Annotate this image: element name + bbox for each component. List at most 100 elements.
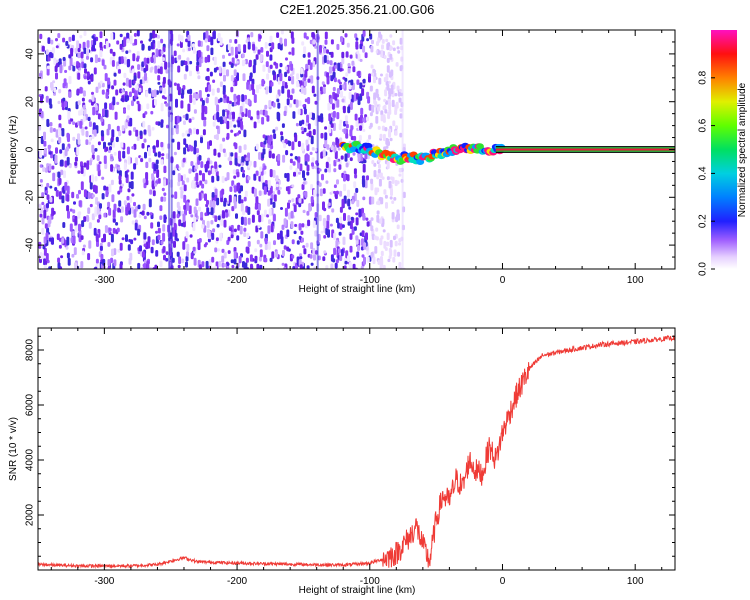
spectrogram-cell — [203, 32, 207, 41]
spectrogram-cell — [279, 37, 283, 45]
spectrogram-cell — [247, 109, 251, 118]
spectrogram-cell — [115, 89, 119, 96]
spectrogram-cell — [372, 256, 376, 265]
spectrogram-cell — [49, 196, 53, 203]
spectrogram-cell — [300, 67, 304, 75]
spectrogram-cell — [243, 144, 247, 151]
spectrogram-cell — [300, 230, 304, 235]
spectrogram-cell — [366, 38, 370, 42]
spectrogram-cell — [396, 180, 400, 185]
spectrogram-cell — [145, 179, 149, 186]
spectrogram-cell — [254, 46, 258, 51]
spectrogram-cell — [243, 129, 247, 138]
spectrogram-cell — [38, 203, 42, 208]
spectrogram-cell — [82, 90, 86, 97]
spectrogram-cell — [183, 120, 186, 125]
spectrogram-cell — [196, 128, 199, 135]
spectrogram-cell — [134, 38, 138, 46]
spectrogram-cell — [147, 147, 151, 157]
spectrogram-cell — [185, 113, 189, 120]
spectrogram-cell — [299, 120, 302, 127]
spectrogram-cell — [131, 146, 135, 150]
spectrogram-cell — [337, 222, 341, 229]
spectrogram-cell — [233, 251, 237, 259]
spectrogram-cell — [352, 66, 356, 73]
spectrogram-cell — [335, 190, 339, 195]
spectrogram-cell — [230, 75, 234, 82]
spectrogram-cell — [112, 51, 116, 57]
spectrogram-cell — [219, 232, 223, 242]
spectrogram-cell — [73, 247, 77, 256]
snr-xlabel: Height of straight line (km) — [299, 585, 416, 596]
spectrogram-cell — [219, 81, 223, 87]
spectrogram-cell — [259, 54, 263, 62]
spectrogram-cell — [310, 196, 314, 203]
spectrogram-cell — [139, 79, 143, 85]
spectrogram-cell — [174, 191, 178, 199]
spectrogram-cell — [360, 107, 364, 115]
spectrogram-cell — [207, 230, 211, 240]
spectrogram-cell — [366, 116, 369, 122]
spectrogram-cell — [357, 96, 361, 106]
spectrogram-cell — [120, 56, 124, 64]
spectrogram-streak — [168, 30, 171, 269]
spectrogram-cell — [136, 51, 140, 56]
spectrogram-cell — [176, 213, 180, 219]
spectrogram-cell — [377, 50, 381, 55]
spectrogram-cell — [360, 265, 364, 269]
spectrogram-cell — [118, 150, 121, 160]
spectrogram-cell — [84, 68, 87, 74]
spectrogram-cell — [271, 153, 275, 159]
y-tick-label: 8000 — [25, 338, 36, 361]
spectrogram-cell — [52, 128, 56, 132]
spectrogram-cell — [223, 197, 227, 203]
spectrogram-cell — [378, 77, 382, 85]
spectrogram-cell — [124, 120, 128, 129]
spectrogram-cell — [226, 69, 229, 77]
spectrogram-cell — [60, 169, 64, 176]
spectrogram-cell — [173, 50, 177, 57]
spectrogram-cell — [95, 258, 99, 264]
spectrogram-cell — [52, 210, 56, 215]
spectrogram-cell — [216, 175, 220, 182]
spectrogram-cell — [385, 202, 388, 209]
spectrogram-cell — [107, 142, 111, 146]
spectrogram-cell — [123, 38, 127, 47]
spectrogram-cell — [193, 216, 197, 223]
spectrogram-cell — [253, 59, 257, 66]
spectrogram-cell — [164, 61, 168, 70]
spectrogram-cell — [357, 153, 361, 162]
spectrogram-cell — [376, 210, 380, 215]
spectrogram-cell — [349, 233, 353, 240]
spectrogram-cell — [123, 72, 127, 79]
spectrogram-cell — [326, 49, 329, 54]
spectrogram-cell — [116, 40, 120, 45]
spectrogram-cell — [112, 96, 116, 106]
spectrogram-cell — [289, 158, 293, 164]
x-tick-label: -100 — [360, 275, 380, 286]
spectrogram-cell — [241, 156, 245, 165]
spectrogram-cell — [350, 79, 354, 86]
spectrogram-cell — [369, 122, 373, 128]
spectrogram-cell — [334, 93, 338, 101]
spectrogram-cell — [384, 127, 388, 132]
spectrogram-cell — [371, 104, 375, 113]
spectrogram-cell — [251, 83, 255, 91]
spectrogram-cell — [44, 86, 48, 92]
spectrogram-cell — [203, 119, 207, 127]
spectrogram-cell — [119, 242, 123, 251]
spectrogram-cell — [73, 62, 77, 67]
spectrogram-cell — [255, 170, 259, 176]
spectrogram-cell — [157, 81, 161, 85]
spectrogram-cell — [61, 195, 65, 204]
spectrogram-cell — [198, 206, 202, 212]
spectrogram-cell — [321, 81, 325, 86]
spectrogram-cell — [208, 259, 212, 268]
spectrogram-cell — [350, 125, 354, 130]
spectrogram-cell — [356, 50, 360, 55]
spectrogram-cell — [250, 32, 254, 38]
spectrogram-cell — [80, 235, 84, 240]
spectrogram-cell — [377, 36, 381, 43]
spectrogram-cell — [366, 256, 370, 263]
spectrogram-cell — [70, 118, 74, 122]
